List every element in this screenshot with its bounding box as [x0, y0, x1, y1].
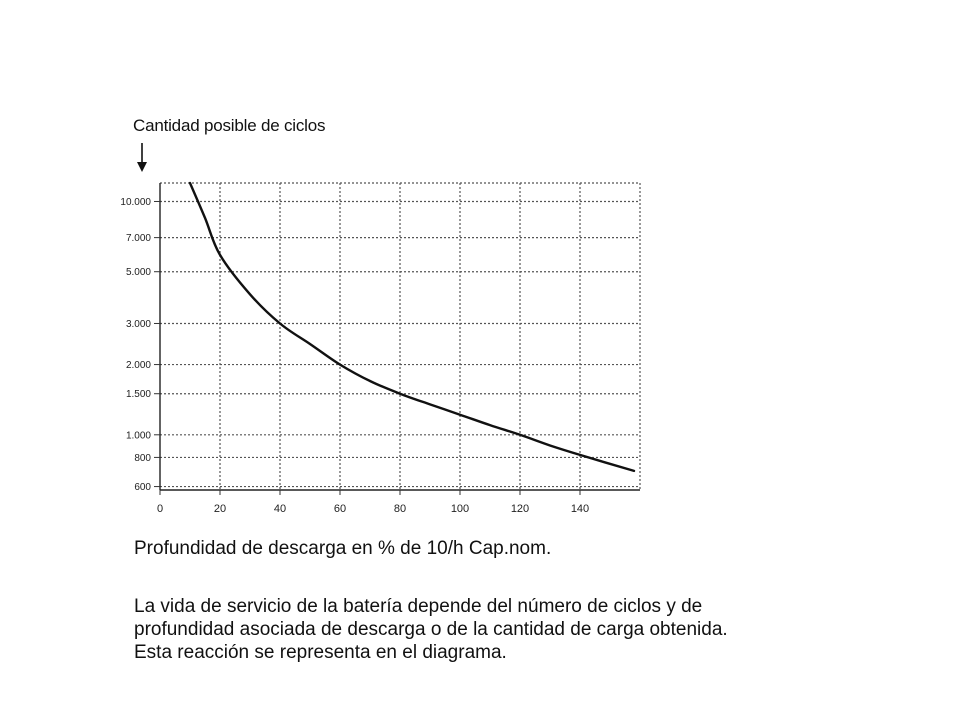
x-tick-label: 60 [334, 503, 346, 515]
y-tick-label: 1.000 [126, 430, 151, 441]
x-tick-label: 80 [394, 503, 406, 515]
x-tick-label: 20 [214, 503, 226, 515]
description-line: Esta reacción se representa en el diagra… [134, 642, 507, 663]
y-tick-label: 10.000 [120, 197, 151, 208]
y-tick-label: 7.000 [126, 233, 151, 244]
x-tick-label: 120 [511, 503, 529, 515]
x-tick-label: 0 [157, 503, 163, 515]
axes [137, 143, 640, 491]
x-tick-label: 40 [274, 503, 286, 515]
description-line: La vida de servicio de la batería depend… [134, 596, 703, 617]
y-tick-label: 5.000 [126, 267, 151, 278]
series [188, 181, 636, 473]
y-tick-label: 1.500 [126, 389, 151, 400]
y-tick-label: 3.000 [126, 319, 151, 330]
cycles-curve [188, 181, 636, 473]
x-tick-label: 140 [571, 503, 589, 515]
description-line: profundidad asociada de descarga o de la… [134, 619, 728, 640]
y-axis-title: Cantidad posible de ciclos [133, 116, 326, 135]
description-paragraph: La vida de servicio de la batería depend… [134, 595, 894, 664]
y-axis-arrowhead [137, 162, 147, 172]
y-tick-label: 2.000 [126, 360, 151, 371]
y-tick-label: 800 [134, 453, 151, 464]
y-tick-label: 600 [134, 482, 151, 493]
x-axis-title: Profundidad de descarga en % de 10/h Cap… [134, 538, 552, 559]
grid-lines [160, 182, 641, 490]
x-tick-label: 100 [451, 503, 469, 515]
tick-labels: 6008001.0001.5002.0003.0005.0007.00010.0… [120, 197, 589, 515]
